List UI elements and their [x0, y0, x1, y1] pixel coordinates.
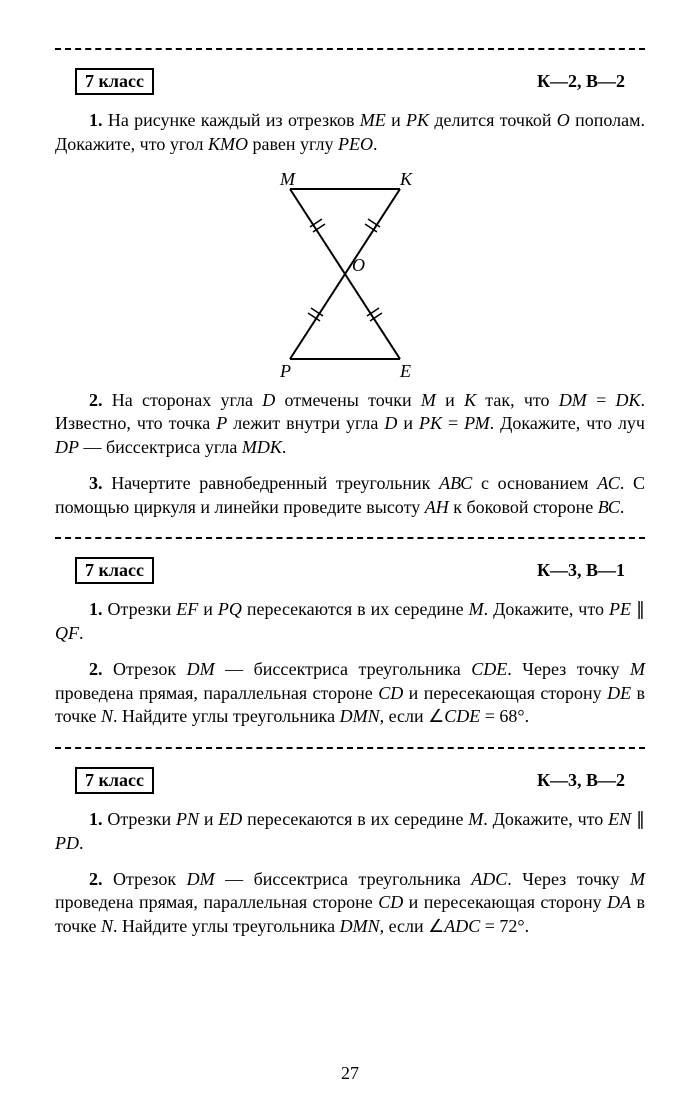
divider — [55, 537, 645, 539]
vertex-label: M — [279, 169, 296, 189]
problem-number: 2. — [89, 390, 103, 410]
problem-text: 1. Отрезки PN и ED пересекаются в их сер… — [55, 808, 645, 856]
problem-text: 2. Отрезок DM — биссектриса треугольника… — [55, 658, 645, 729]
geometry-diagram: M K O P E — [250, 169, 450, 379]
variant-label: К—2, В—2 — [537, 71, 625, 92]
problem-text: 2. Отрезок DM — биссектриса треугольника… — [55, 868, 645, 939]
grade-badge: 7 класс — [75, 68, 154, 95]
section-header: 7 класс К—3, В—1 — [75, 557, 625, 584]
vertex-label: K — [399, 169, 413, 189]
problem-number: 1. — [89, 809, 103, 829]
vertex-label: O — [352, 255, 365, 275]
divider — [55, 48, 645, 50]
grade-badge: 7 класс — [75, 557, 154, 584]
section-header: 7 класс К—3, В—2 — [75, 767, 625, 794]
section-header: 7 класс К—2, В—2 — [75, 68, 625, 95]
variant-label: К—3, В—2 — [537, 770, 625, 791]
problem-number: 2. — [89, 869, 103, 889]
vertex-label: E — [399, 361, 411, 379]
grade-badge: 7 класс — [75, 767, 154, 794]
problem-text: 1. На рисунке каждый из отрезков МЕ и РК… — [55, 109, 645, 157]
page-number: 27 — [0, 1063, 700, 1084]
problem-text: 3. Начертите равнобедренный треугольник … — [55, 472, 645, 520]
problem-text: 2. На сторонах угла D отмечены точки М и… — [55, 389, 645, 460]
problem-number: 1. — [89, 599, 103, 619]
problem-text: 1. Отрезки EF и PQ пересекаются в их сер… — [55, 598, 645, 646]
divider — [55, 747, 645, 749]
problem-number: 3. — [89, 473, 103, 493]
variant-label: К—3, В—1 — [537, 560, 625, 581]
vertex-label: P — [279, 361, 291, 379]
problem-number: 1. — [89, 110, 103, 130]
page: 7 класс К—2, В—2 1. На рисунке каждый из… — [0, 0, 700, 1104]
problem-number: 2. — [89, 659, 103, 679]
figure: M K O P E — [55, 169, 645, 379]
